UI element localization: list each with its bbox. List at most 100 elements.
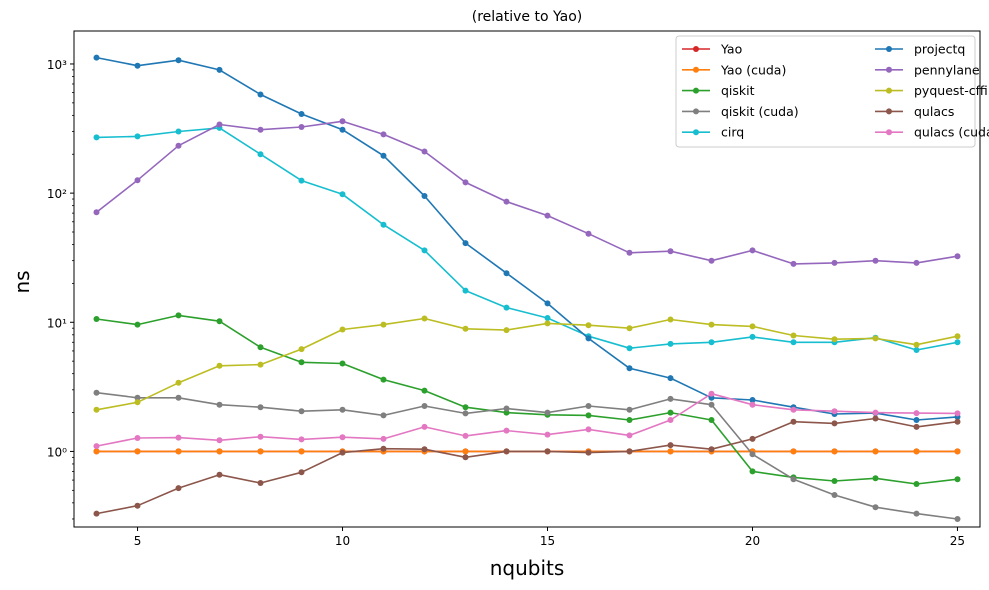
data-point xyxy=(93,134,100,141)
data-point xyxy=(831,492,838,498)
data-point xyxy=(913,448,920,455)
data-point xyxy=(339,191,346,198)
data-point xyxy=(872,415,879,422)
series-line xyxy=(96,392,958,447)
data-point xyxy=(216,471,223,478)
data-point xyxy=(257,91,264,98)
axes: 5 10 15 20 25 10⁰ 10¹ 10² 10³ xyxy=(47,30,981,548)
data-point xyxy=(93,510,100,517)
data-point xyxy=(790,448,797,455)
data-point xyxy=(339,406,346,413)
legend-item: qulacs xyxy=(875,104,954,119)
legend-swatch-marker xyxy=(693,87,699,94)
y-tick-label: 10³ xyxy=(47,58,67,72)
data-point xyxy=(585,335,592,342)
data-point xyxy=(380,435,387,442)
data-point xyxy=(544,448,551,455)
data-point xyxy=(954,253,961,260)
legend-item: projectq xyxy=(875,42,965,57)
data-point xyxy=(257,126,264,133)
data-point xyxy=(667,448,674,455)
data-point xyxy=(93,448,100,455)
data-point xyxy=(708,257,715,264)
data-point xyxy=(913,510,920,517)
data-point xyxy=(339,118,346,125)
data-point xyxy=(216,318,223,325)
data-point xyxy=(585,230,592,237)
legend-item: pyquest-cffi xyxy=(875,83,988,98)
data-point xyxy=(544,320,551,327)
data-point xyxy=(626,417,633,423)
data-point xyxy=(93,316,100,322)
data-point xyxy=(954,410,961,417)
data-point xyxy=(708,321,715,328)
data-point xyxy=(585,426,592,433)
legend-swatch-marker xyxy=(886,66,892,73)
legend-label: qiskit (cuda) xyxy=(721,104,799,119)
data-point xyxy=(257,151,264,158)
data-point xyxy=(749,323,756,330)
data-point xyxy=(585,403,592,409)
data-point xyxy=(831,478,838,484)
data-point xyxy=(134,448,141,455)
data-point xyxy=(503,448,510,455)
data-point xyxy=(462,287,469,294)
series-layer xyxy=(93,54,961,522)
data-point xyxy=(339,360,346,367)
data-point xyxy=(380,376,387,383)
y-tick-label: 10⁰ xyxy=(47,445,67,459)
series-pennylane xyxy=(93,118,961,267)
data-point xyxy=(462,240,469,247)
data-point xyxy=(708,401,715,408)
data-point xyxy=(626,365,633,372)
data-point xyxy=(872,448,879,455)
data-point xyxy=(216,437,223,444)
data-point xyxy=(790,332,797,339)
data-point xyxy=(708,417,715,423)
legend-item: qiskit (cuda) xyxy=(682,104,799,119)
data-point xyxy=(93,406,100,413)
data-point xyxy=(298,448,305,455)
data-point xyxy=(462,432,469,439)
y-axis-title: ns xyxy=(10,270,34,293)
data-point xyxy=(421,423,428,430)
data-point xyxy=(913,417,920,423)
legend-box xyxy=(675,35,976,148)
series-pyquest-cffi xyxy=(93,315,961,413)
chart-title: (relative to Yao) xyxy=(472,9,582,25)
legend-swatch-marker xyxy=(886,87,892,94)
data-point xyxy=(380,445,387,452)
data-point xyxy=(339,434,346,441)
data-point xyxy=(503,405,510,412)
data-point xyxy=(503,409,510,416)
data-point xyxy=(954,333,961,340)
data-point xyxy=(954,418,961,425)
series-qiskit xyxy=(93,312,961,487)
series-line xyxy=(96,391,958,520)
series-line xyxy=(96,127,958,351)
data-point xyxy=(831,259,838,266)
data-point xyxy=(462,179,469,186)
data-point xyxy=(544,409,551,416)
legend-swatch-marker xyxy=(693,129,699,136)
data-point xyxy=(708,390,715,397)
series-qulacs-cuda xyxy=(93,390,961,450)
data-point xyxy=(626,406,633,413)
data-point xyxy=(380,412,387,419)
data-point xyxy=(790,406,797,413)
data-point xyxy=(421,403,428,409)
legend-label: projectq xyxy=(914,42,965,57)
legend-swatch-marker xyxy=(693,46,699,52)
data-point xyxy=(339,449,346,456)
data-point xyxy=(134,502,141,509)
x-axis-title: nqubits xyxy=(490,556,565,580)
data-point xyxy=(503,198,510,205)
series-qulacs xyxy=(93,415,961,517)
data-point xyxy=(298,111,305,117)
legend-label: qiskit xyxy=(721,83,755,98)
legend-swatch-marker xyxy=(693,66,699,73)
data-point xyxy=(872,409,879,416)
legend-swatch-marker xyxy=(886,129,892,136)
x-tick-label: 25 xyxy=(950,534,965,548)
data-point xyxy=(790,476,797,483)
